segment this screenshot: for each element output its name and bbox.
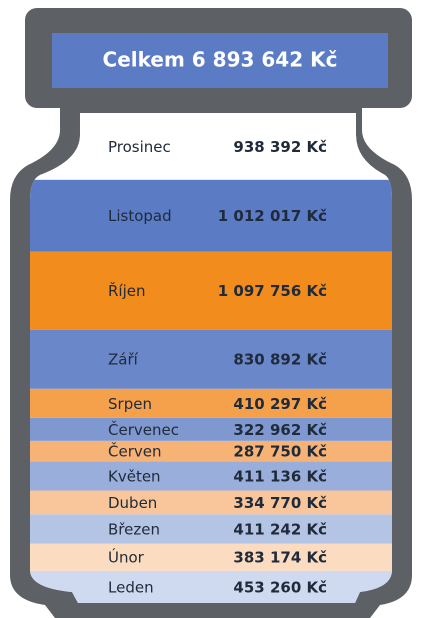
month-label: Červen bbox=[108, 442, 161, 461]
value-label: 410 297 Kč bbox=[233, 395, 327, 413]
band bbox=[0, 252, 423, 330]
band bbox=[0, 180, 423, 252]
month-label: Březen bbox=[108, 520, 160, 538]
band bbox=[0, 491, 423, 515]
band bbox=[0, 441, 423, 461]
chart-title: Celkem 6 893 642 Kč bbox=[103, 48, 338, 72]
value-label: 411 136 Kč bbox=[233, 467, 327, 485]
jar-chart: Leden 453 260 Kč Únor 383 174 Kč Březen 411 2… bbox=[0, 0, 423, 618]
month-label: Červenec bbox=[108, 420, 179, 439]
month-label: Září bbox=[108, 351, 139, 369]
month-label: Říjen bbox=[108, 281, 146, 300]
month-label: Duben bbox=[108, 494, 157, 512]
value-label: 453 260 Kč bbox=[233, 578, 327, 596]
month-label: Únor bbox=[108, 548, 145, 567]
month-label: Leden bbox=[108, 578, 154, 596]
band bbox=[0, 389, 423, 418]
band bbox=[0, 514, 423, 543]
month-label: Srpen bbox=[108, 395, 152, 413]
value-label: 322 962 Kč bbox=[233, 421, 327, 439]
month-label: Listopad bbox=[108, 207, 172, 225]
value-label: 411 242 Kč bbox=[233, 520, 327, 538]
month-label: Květen bbox=[108, 467, 161, 485]
value-label: 1 097 756 Kč bbox=[218, 282, 327, 300]
value-label: 334 770 Kč bbox=[233, 494, 327, 512]
month-label: Prosinec bbox=[108, 138, 171, 156]
value-label: 287 750 Kč bbox=[233, 443, 327, 461]
bands bbox=[0, 113, 423, 603]
band bbox=[0, 461, 423, 490]
band bbox=[0, 330, 423, 389]
value-label: 1 012 017 Kč bbox=[218, 207, 327, 225]
band bbox=[0, 418, 423, 441]
value-label: 383 174 Kč bbox=[233, 549, 327, 567]
value-label: 938 392 Kč bbox=[233, 138, 327, 156]
value-label: 830 892 Kč bbox=[233, 351, 327, 369]
band bbox=[0, 544, 423, 571]
